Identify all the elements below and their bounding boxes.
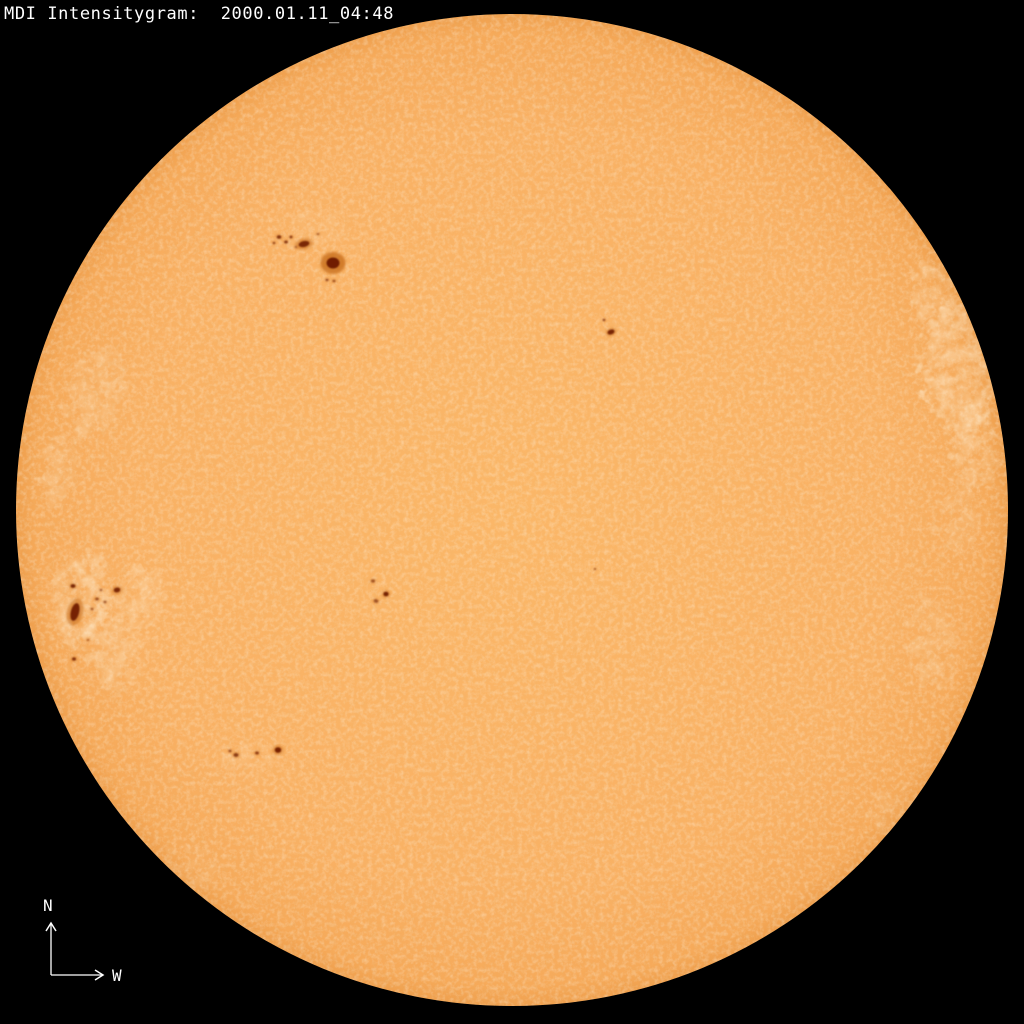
sunspot <box>369 578 377 584</box>
facula-patch <box>65 348 125 442</box>
sunspot-umbra <box>99 588 103 592</box>
sunspot-umbra <box>274 747 282 753</box>
sunspot-umbra <box>233 753 239 757</box>
sunspot-umbra <box>602 318 606 322</box>
facula-patch <box>909 600 961 690</box>
sunspot <box>605 327 617 337</box>
sunspot-umbra <box>332 279 336 283</box>
faculae-layer <box>41 212 998 895</box>
sunspots-layer <box>66 232 617 759</box>
sunspot-umbra <box>113 587 121 593</box>
sunspot <box>227 748 233 754</box>
sunspot <box>271 241 277 245</box>
facula-patch <box>41 435 79 505</box>
facula-patch <box>86 617 144 693</box>
sunspot <box>272 745 284 755</box>
sunspot <box>320 252 346 274</box>
facula-patch <box>922 310 994 440</box>
sunspot-umbra <box>70 584 76 588</box>
sunspot-umbra <box>70 603 80 621</box>
sunspot <box>231 751 241 759</box>
sunspot-umbra <box>383 591 389 597</box>
sunspot-umbra <box>86 639 90 641</box>
sunspot <box>66 598 84 626</box>
sunspot <box>69 582 77 590</box>
sunspot <box>331 278 337 284</box>
sunspot-umbra <box>593 568 597 570</box>
sunspot-umbra <box>103 600 107 604</box>
sunspot <box>98 588 104 592</box>
sunspot-umbra <box>276 235 282 239</box>
sunspot-umbra <box>272 241 276 245</box>
sunspot <box>295 238 313 250</box>
sunspot <box>288 234 294 240</box>
sunspot-umbra <box>284 240 288 244</box>
facula-patch <box>115 570 165 630</box>
sunspot <box>85 638 91 642</box>
sunspot-umbra <box>72 657 76 661</box>
sunspot <box>315 232 321 236</box>
image-title: MDI Intensitygram: 2000.01.11_04:48 <box>4 4 395 24</box>
sunspot <box>70 656 78 662</box>
sunspot-umbra <box>326 257 340 269</box>
sunspot-umbra <box>90 607 94 611</box>
sunspot-umbra <box>371 579 375 583</box>
sunspot-umbra <box>298 240 310 248</box>
facula-patch <box>952 410 998 490</box>
sunspot <box>93 596 101 602</box>
sunspot <box>592 567 598 571</box>
sunspot-umbra <box>316 233 320 235</box>
sunspot <box>601 318 607 322</box>
sunspot <box>253 750 261 756</box>
sunspot-umbra <box>325 278 329 282</box>
sunspot-umbra <box>373 599 379 603</box>
sunspot-umbra <box>289 235 293 239</box>
sunspot-umbra <box>95 597 99 601</box>
sunspot-umbra <box>255 751 259 755</box>
sunspot <box>89 606 95 612</box>
sunspot <box>102 599 108 605</box>
sunspot-umbra <box>607 329 615 335</box>
sunspot <box>275 234 283 240</box>
compass-west-label: W <box>112 966 122 985</box>
sunspot <box>324 277 330 283</box>
sunspot <box>111 585 123 595</box>
facula-patch <box>940 480 980 560</box>
sunspot <box>282 239 290 245</box>
sunspot <box>381 590 391 598</box>
sunspot-umbra <box>228 749 232 753</box>
compass-indicator: N W <box>43 896 122 985</box>
sunspot <box>372 597 380 605</box>
compass-north-label: N <box>43 896 53 915</box>
